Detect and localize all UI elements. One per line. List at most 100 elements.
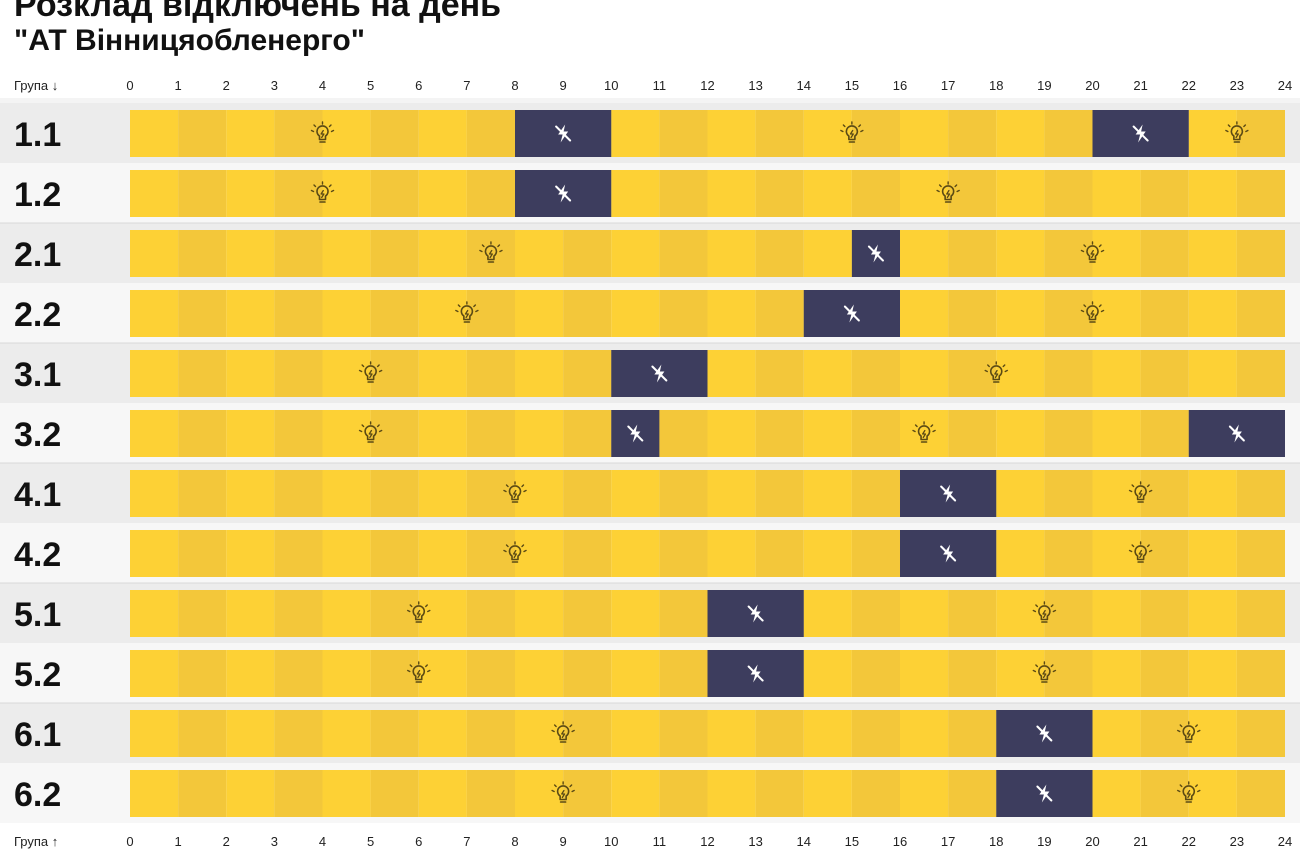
hour-cell-on: [1092, 410, 1141, 457]
hour-cell-on: [466, 350, 515, 397]
hour-cell-on: [466, 590, 515, 637]
bottom-hour-axis: Група ↑ 0 1 2 3 4 5 6 7 8 9 10 11 12 13 14 15 16 17 18 19 20…: [14, 834, 1292, 849]
hour-cell-on: [996, 590, 1045, 637]
hour-cell-on: [515, 650, 564, 697]
hour-tick-label: 22: [1182, 78, 1196, 93]
no-power-icon: [627, 424, 644, 443]
hour-cell-on: [707, 410, 756, 457]
hour-cell-on: [130, 290, 179, 337]
hour-cell-on: [370, 290, 419, 337]
hour-cell-on: [1188, 530, 1237, 577]
hour-cell-on: [563, 650, 612, 697]
hour-cell-on: [1044, 110, 1093, 157]
hour-cell-on: [1140, 650, 1189, 697]
hour-cell-on: [1236, 350, 1285, 397]
hour-cell-on: [466, 530, 515, 577]
hour-tick-label: 14: [797, 834, 811, 849]
hour-cell-on: [1092, 470, 1141, 517]
hour-cell-on: [418, 650, 467, 697]
hour-cell-on: [948, 650, 997, 697]
lightbulb-icon: [936, 181, 960, 203]
hour-cell-on: [1188, 770, 1237, 817]
lightbulb-icon: [1032, 601, 1057, 623]
lightbulb-icon: [1225, 121, 1249, 143]
hour-tick-label: 21: [1133, 78, 1147, 93]
hour-cell-on: [948, 590, 997, 637]
hour-cell-on: [996, 350, 1045, 397]
hour-tick-label: 18: [989, 834, 1003, 849]
hour-cell-on: [1140, 770, 1189, 817]
hour-cell-on: [996, 410, 1045, 457]
hour-cell-on: [659, 110, 708, 157]
hour-cell-on: [418, 470, 467, 517]
hour-cell-on: [274, 230, 323, 277]
hour-cell-on: [1044, 590, 1093, 637]
hour-cell-on: [466, 470, 515, 517]
group-row: 4.2: [0, 523, 1300, 583]
hour-cell-on: [1140, 170, 1189, 217]
hour-cell-on: [130, 710, 179, 757]
hour-cell-on: [563, 470, 612, 517]
hour-cell-on: [515, 710, 564, 757]
lightbulb-icon: [1032, 661, 1057, 683]
group-row: 6.1: [0, 702, 1300, 763]
hour-cell-on: [274, 530, 323, 577]
hour-tick-label: 10: [604, 834, 618, 849]
group-row: 3.2: [0, 403, 1300, 463]
hour-cell-on: [274, 470, 323, 517]
hour-cell-on: [322, 770, 371, 817]
hour-cell-on: [900, 710, 949, 757]
lightbulb-icon: [310, 121, 335, 143]
hour-cell-on: [370, 710, 419, 757]
hour-cell-on: [274, 350, 323, 397]
hour-cell-on: [563, 230, 612, 277]
hour-cell-on: [611, 290, 660, 337]
hour-cell-on: [996, 650, 1045, 697]
hour-cell-on: [611, 530, 660, 577]
no-power-icon: [1036, 724, 1053, 743]
hour-cell-on: [178, 410, 227, 457]
hour-tick-label: 8: [511, 834, 518, 849]
hour-cell-on: [948, 110, 997, 157]
hour-tick-label: 12: [700, 78, 714, 93]
hour-cell-on: [948, 170, 997, 217]
hour-cell-on: [226, 410, 275, 457]
hour-cell-on: [274, 170, 323, 217]
hour-cell-on: [803, 590, 852, 637]
no-power-icon: [555, 124, 572, 143]
hour-cell-on: [1092, 230, 1141, 277]
hour-cell-on: [707, 350, 756, 397]
hour-tick-label: 9: [560, 78, 567, 93]
hour-cell-on: [996, 110, 1045, 157]
hour-cell-on: [659, 230, 708, 277]
hour-tick-label: 17: [941, 834, 955, 849]
hour-cell-on: [226, 710, 275, 757]
hour-tick-label: 4: [319, 78, 326, 93]
header-top-label: Група ↓: [14, 78, 58, 93]
hour-cell-on: [370, 530, 419, 577]
hour-tick-label: 22: [1182, 834, 1196, 849]
group-label: 6.1: [14, 716, 61, 754]
group-row: 5.1: [0, 582, 1300, 643]
hour-cell-on: [226, 230, 275, 277]
hour-cell-on: [803, 710, 852, 757]
hour-cell-on: [803, 650, 852, 697]
hour-cell-on: [130, 110, 179, 157]
hour-cell-on: [1236, 110, 1285, 157]
hour-cell-on: [707, 470, 756, 517]
hour-cell-on: [1044, 350, 1093, 397]
hour-cell-on: [130, 590, 179, 637]
hour-tick-label: 13: [748, 834, 762, 849]
group-label: 2.2: [14, 296, 61, 334]
hour-cell-on: [755, 290, 804, 337]
hour-cell-on: [707, 230, 756, 277]
lightbulb-icon: [912, 421, 936, 443]
hour-cell-on: [178, 650, 227, 697]
hour-cell-on: [1140, 710, 1189, 757]
hour-tick-label: 20: [1085, 834, 1099, 849]
hour-cell-on: [900, 590, 949, 637]
hour-cell-on: [707, 290, 756, 337]
hour-cell-on: [755, 110, 804, 157]
lightbulb-icon: [1128, 541, 1153, 563]
hour-cell-on: [659, 410, 708, 457]
